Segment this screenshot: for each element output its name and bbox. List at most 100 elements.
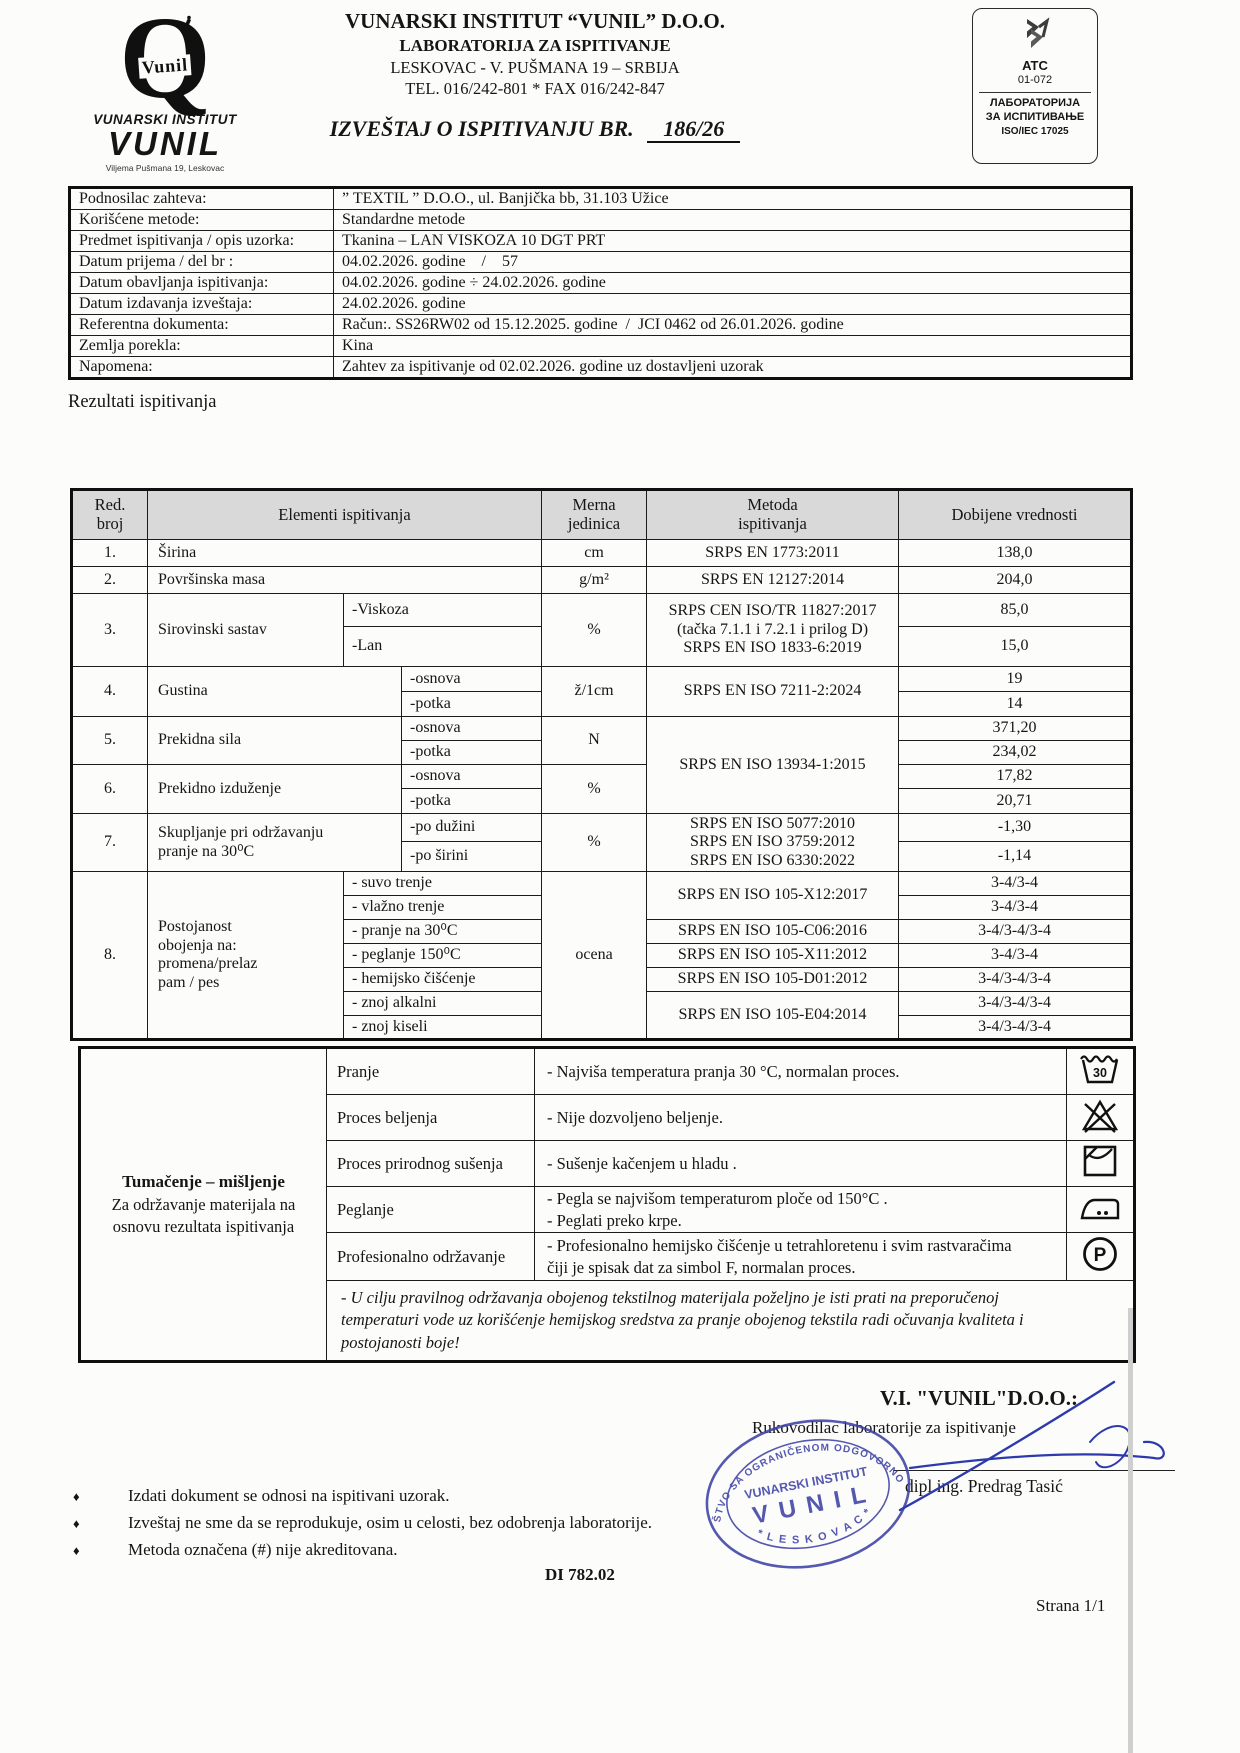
results-table: Red. broj Elementi ispitivanja Merna jedin…	[70, 488, 1134, 1042]
col-header-value: Dobijene vrednosti	[898, 489, 1133, 540]
result-cell-method: SRPS EN ISO 105-C06:2016	[646, 919, 900, 945]
handwritten-signature	[898, 1380, 1165, 1512]
result-cell-value: 371,20	[898, 716, 1133, 741]
table-row: 6. Prekidno izduženje -osnova % 17,82	[71, 764, 1133, 814]
result-cell-value: -1,30	[898, 812, 1133, 843]
col-header-method: Metoda ispitivanja	[646, 489, 900, 540]
care-row-label: Profesionalno održavanje	[326, 1232, 535, 1281]
result-cell-value: 3-4/3-4	[898, 871, 1133, 897]
result-cell-value: 204,0	[898, 566, 1133, 594]
result-cell-unit: cm	[541, 539, 648, 567]
table-row: -Lan 15,0	[72, 626, 1133, 667]
info-label: Napomena:	[69, 356, 334, 379]
result-cell-method: SRPS EN 1773:2011	[646, 539, 900, 567]
info-table: Podnosilac zahteva:” TEXTIL ” D.O.O., ul…	[68, 186, 1133, 380]
svg-text:P: P	[1094, 1245, 1107, 1266]
result-cell-value: -1,14	[898, 841, 1133, 873]
footer-note-text: Metoda označena (#) nije akreditovana.	[128, 1540, 398, 1559]
care-row-label: Proces beljenja	[326, 1094, 535, 1141]
info-value: Zahtev za ispitivanje od 02.02.2026. god…	[333, 356, 1132, 379]
signing-company: V.I. "VUNIL"D.O.O.:	[880, 1386, 1078, 1410]
table-row: 2. Površinska masa g/m² SRPS EN 12127:20…	[71, 566, 1133, 594]
result-cell-num: 6.	[71, 764, 148, 814]
info-label: Datum izdavanja izveštaja:	[69, 293, 334, 315]
result-cell-value: 3-4/3-4/3-4	[898, 919, 1133, 945]
result-cell-sub: - peglanje 150⁰C	[342, 943, 543, 969]
atc-check-icon	[1027, 17, 1050, 48]
table-row: -po širini -1,14	[72, 841, 1133, 873]
info-label: Korišćene metode:	[69, 209, 334, 231]
care-icon-cell	[1066, 1186, 1135, 1233]
badge-iso: ISO/IEC 17025	[1001, 125, 1069, 137]
care-row-desc: - Sušenje kačenjem u hladu .	[534, 1140, 1067, 1187]
company-address: LESKOVAC - V. PUŠMANA 19 – SRBIJA	[390, 57, 680, 77]
info-value: ” TEXTIL ” D.O.O., ul. Banjička bb, 31.1…	[333, 187, 1132, 210]
result-cell-value: 3-4/3-4/3-4	[898, 967, 1133, 993]
wash-30-icon: 30	[1080, 1055, 1119, 1084]
q-logo: Q Vunil	[60, 0, 270, 117]
result-cell-name: Površinska masa	[146, 566, 543, 594]
result-cell-name: Prekidna sila	[147, 716, 402, 765]
col-header-element: Elementi ispitivanja	[146, 489, 543, 540]
info-label: Datum prijema / del br :	[69, 251, 334, 273]
result-cell-sub: -osnova	[400, 716, 543, 741]
result-cell-unit: %	[541, 812, 648, 873]
iron-two-dots-icon	[1080, 1198, 1120, 1220]
info-value: 04.02.2026. godine ÷ 24.02.2026. godine	[333, 272, 1132, 294]
table-row: Datum prijema / del br :04.02.2026. godi…	[69, 251, 1132, 273]
badge-divider	[979, 92, 1091, 93]
info-value: 24.02.2026. godine	[333, 293, 1132, 315]
table-row: Profesionalno održavanje - Profesionalno…	[80, 1232, 1135, 1281]
signer-name: dipl.ing. Predrag Tasić	[905, 1476, 1063, 1496]
report-number: 186/26	[647, 116, 741, 143]
care-row-desc: - Profesionalno hemijsko čišćenje u tetr…	[534, 1232, 1067, 1281]
table-header-row: Red. broj Elementi ispitivanja Merna jedin…	[71, 489, 1133, 540]
table-row: Zemlja porekla: Kina	[69, 335, 1132, 357]
footer-note-text: Izdati dokument se odnosi na ispitivani …	[128, 1486, 450, 1505]
result-cell-num: 8.	[71, 871, 148, 1041]
result-cell-name: Prekidno izduženje	[147, 764, 402, 814]
letterhead: VUNARSKI INSTITUT “VUNIL” D.O.O. LABORAT…	[295, 8, 775, 99]
result-cell-method: SRPS EN ISO 5077:2010 SRPS EN ISO 3759:2…	[646, 812, 900, 873]
info-value: Kina	[333, 335, 1132, 357]
list-item: ♦ Metoda označena (#) nije akreditovana.	[73, 1540, 652, 1567]
care-row-desc: - Najviša temperatura pranja 30 °C, norm…	[534, 1047, 1067, 1095]
result-cell-sub: -potka	[400, 740, 543, 765]
info-label: Predmet ispitivanja / opis uzorka:	[69, 230, 334, 252]
result-cell-sub: - pranje na 30⁰C	[342, 919, 543, 945]
result-cell-method: SRPS EN 12127:2014	[646, 566, 900, 594]
result-cell-method: SRPS EN ISO 7211-2:2024	[646, 666, 900, 717]
care-icon-cell	[1066, 1094, 1135, 1141]
result-cell-sub: - suvo trenje	[342, 871, 543, 897]
result-cell-sub: -po dužini	[400, 812, 543, 843]
result-cell-method: SRPS CEN ISO/TR 11827:2017 (tačka 7.1.1 …	[646, 593, 900, 667]
footer-note-text: Izveštaj ne sme da se reprodukuje, osim …	[128, 1513, 652, 1532]
result-cell-value: 234,02	[898, 740, 1133, 765]
result-cell-value: 17,82	[898, 764, 1133, 789]
vunil-logo: Q Vunil VUNARSKI INSTITUT VUNIL Viljema …	[60, 0, 270, 173]
result-cell-sub: -po širini	[400, 841, 543, 873]
care-note: - U cilju pravilnog održavanja obojenog …	[326, 1280, 1135, 1362]
signer-role: Rukovodilac laboratorije za ispitivanje	[752, 1418, 1016, 1437]
result-cell-value: 14	[898, 691, 1133, 717]
result-cell-name: Skupljanje pri održavanju pranje na 30⁰C	[147, 812, 402, 873]
table-row: 5. Prekidna sila -osnova N SRPS EN ISO 1…	[71, 716, 1133, 814]
info-label: Datum obavljanja ispitivanja:	[69, 272, 334, 294]
info-label: Zemlja porekla:	[69, 335, 334, 357]
result-cell-name: Širina	[146, 539, 543, 567]
company-name: VUNARSKI INSTITUT “VUNIL” D.O.O.	[344, 9, 726, 33]
table-row: 3. Sirovinski sastav -Viskoza % SRPS CEN…	[71, 593, 1133, 667]
result-cell-sub: - znoj kiseli	[342, 1015, 543, 1041]
table-row: - znoj kiseli 3-4/3-4/3-4	[72, 1015, 1133, 1041]
result-cell-name: Sirovinski sastav	[147, 593, 344, 667]
table-row: 1. Širina cm SRPS EN 1773:2011 138,0	[71, 539, 1133, 567]
result-cell-value: 19	[898, 666, 1133, 692]
badge-lab-line2: ЗА ИСПИТИВАЊЕ	[985, 110, 1085, 123]
care-icon-cell: P	[1066, 1232, 1135, 1281]
professional-clean-p-icon: P	[1083, 1237, 1117, 1271]
laboratory-name: LABORATORIJA ZA ISPITIVANJE	[399, 35, 671, 55]
report-title-line: IZVEŠTAJ O ISPITIVANJU BR. 186/26	[295, 116, 775, 143]
table-row: Datum izdavanja izveštaja: 24.02.2026. go…	[69, 293, 1132, 315]
accreditation-badge: ATC 01-072 ЛАБОРАТОРИЈА ЗА ИСПИТИВАЊЕ IS…	[972, 8, 1098, 164]
result-cell-method: SRPS EN ISO 105-D01:2012	[646, 967, 900, 993]
